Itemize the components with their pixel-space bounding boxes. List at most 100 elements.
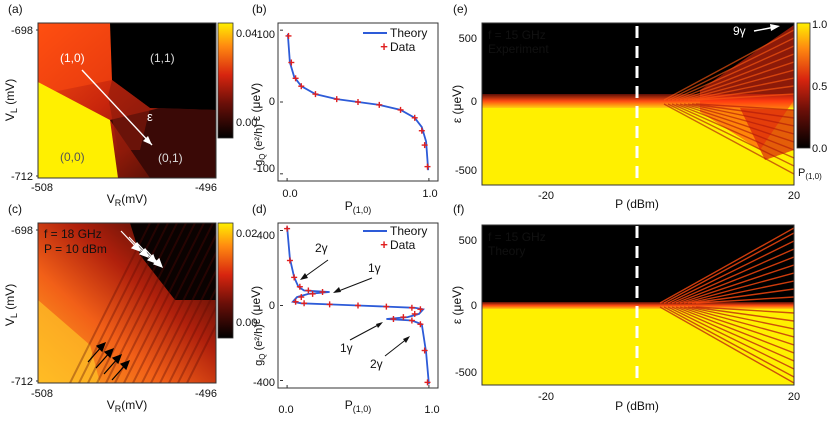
photon-resonance-upper [671, 45, 794, 101]
data-point [418, 127, 425, 134]
e-ytick-0: 0 [471, 96, 477, 108]
d-plot-frame [277, 222, 439, 389]
c-inset-frequency: f = 18 GHz [44, 227, 102, 241]
data-point [383, 303, 390, 310]
data-point [408, 317, 415, 324]
e-inset-label: Experiment [488, 42, 549, 56]
d-xtick-1: 1.0 [424, 404, 439, 416]
a-xtick-left: -508 [31, 182, 53, 194]
charge-state-1-0: (1,0) [60, 51, 85, 65]
a-cbar-label: gQ (e²/h) [253, 124, 267, 166]
c-xlabel: VR(mV) [107, 398, 148, 414]
c-xtick-right: -496 [195, 388, 217, 400]
c-black-arrows [87, 341, 131, 381]
c-cbar-label: gQ (e²/h) [253, 324, 267, 366]
d-ytick-0: 0 [269, 300, 275, 312]
data-point [397, 106, 404, 113]
photon-resonance-lower [663, 103, 794, 175]
photon-resonance-lower [659, 306, 794, 384]
resonance-stripe [114, 223, 196, 383]
d-legend-data: Data [390, 238, 416, 252]
data-point [417, 321, 424, 328]
d-ytick-400: 400 [257, 230, 275, 242]
resonance-stripe [87, 223, 169, 383]
charge-state-0-1: (0,1) [158, 151, 183, 165]
f-ylabel: ε (μeV) [450, 286, 464, 324]
data-point [326, 301, 333, 308]
photon-resonance-upper [663, 29, 794, 101]
f-ytick-minus500: -500 [455, 367, 477, 379]
photon-resonance-lower [695, 103, 794, 111]
f-xtick-20: 20 [788, 391, 800, 403]
data-point [411, 310, 418, 317]
a-ytick-top: -698 [11, 25, 33, 37]
f-ytick-500: 500 [459, 235, 477, 247]
panel-a: (a) (1,0) (1,1) (0,0) (0,1) ε -698 -712 … [3, 2, 267, 208]
d-legend-theory: Theory [390, 224, 427, 238]
e-ylabel: ε (μeV) [450, 85, 464, 123]
photon-resonance-upper [691, 288, 794, 304]
data-point [355, 99, 361, 105]
resonance-stripe [186, 322, 216, 383]
data-point [355, 302, 361, 309]
data-point [408, 304, 415, 311]
a-ylabel: VL (mV) [3, 79, 19, 121]
data-point [292, 75, 299, 82]
panel-label-f: (f) [453, 202, 464, 216]
data-point [291, 274, 298, 281]
photon-resonance-lower [691, 306, 794, 322]
d-xlabel: P(1,0) [345, 398, 372, 414]
photon-resonance-upper [687, 77, 794, 101]
b-xlabel: P(1,0) [345, 199, 372, 215]
e-cbar-tick-1: 1.0 [812, 19, 827, 31]
photon-resonance-upper [679, 61, 794, 101]
panel-c: (c) f = 18 GHz P = 10 dBm -698 -712 -508… [3, 202, 267, 414]
f-xlabel: P (dBm) [615, 399, 659, 413]
photon-resonance-upper [687, 280, 794, 304]
panel-label-b: (b) [252, 2, 267, 16]
c-white-arrows [120, 230, 164, 269]
c-xtick-left: -508 [31, 388, 53, 400]
data-point [421, 347, 428, 354]
e-ytick-minus500: -500 [455, 165, 477, 177]
d-annot-1gamma-top: 1γ [368, 261, 381, 275]
data-point [424, 379, 431, 386]
d-annot-2gamma-bottom: 2γ [370, 357, 383, 371]
data-point [301, 300, 308, 307]
data-point [421, 142, 428, 149]
panel-d: (d) 0.0 1.0 P(1,0) 400 0 -400 ε (μeV) Th… [249, 202, 440, 416]
e-cbar-tick-0: 0.0 [812, 143, 827, 155]
resonance-stripe [123, 223, 205, 383]
data-point [411, 114, 418, 121]
panel-f: (f) f = 15 GHz Theory 500 0 -500 ε (μeV)… [450, 202, 800, 413]
d-legend-data-marker: + [380, 237, 388, 252]
data-point [417, 306, 424, 313]
e-colorbar [796, 22, 811, 149]
photon-resonance-lower [675, 306, 794, 354]
e-xtick-20: 20 [788, 190, 800, 202]
d-ylabel: ε (μeV) [249, 286, 263, 324]
a-colorbar [217, 22, 234, 139]
photon-resonance-lower [667, 103, 794, 167]
data-point [309, 290, 316, 297]
photon-resonance-lower [671, 306, 794, 362]
panel-label-a: (a) [8, 2, 23, 16]
data-point [333, 96, 340, 103]
d-annot-2gamma-top: 2γ [315, 241, 328, 255]
photon-resonance-lower [671, 103, 794, 159]
data-point [400, 314, 407, 321]
charge-state-0-0: (0,0) [60, 150, 85, 164]
b-legend-data-marker: + [380, 39, 388, 54]
data-point [286, 257, 293, 264]
photon-resonance-upper [683, 69, 794, 101]
photon-resonance-lower [683, 103, 794, 135]
epsilon-label: ε [147, 109, 153, 124]
panel-label-e: (e) [453, 2, 468, 16]
b-plot-area [280, 29, 431, 181]
c-cbar-tick-low: 0.00 [236, 317, 257, 329]
data-point [390, 316, 397, 322]
photon-resonance-upper [691, 85, 794, 101]
resonance-stripe [132, 223, 214, 383]
d-xtick-0: 0.0 [278, 404, 293, 416]
photon-resonance-lower [695, 306, 794, 314]
